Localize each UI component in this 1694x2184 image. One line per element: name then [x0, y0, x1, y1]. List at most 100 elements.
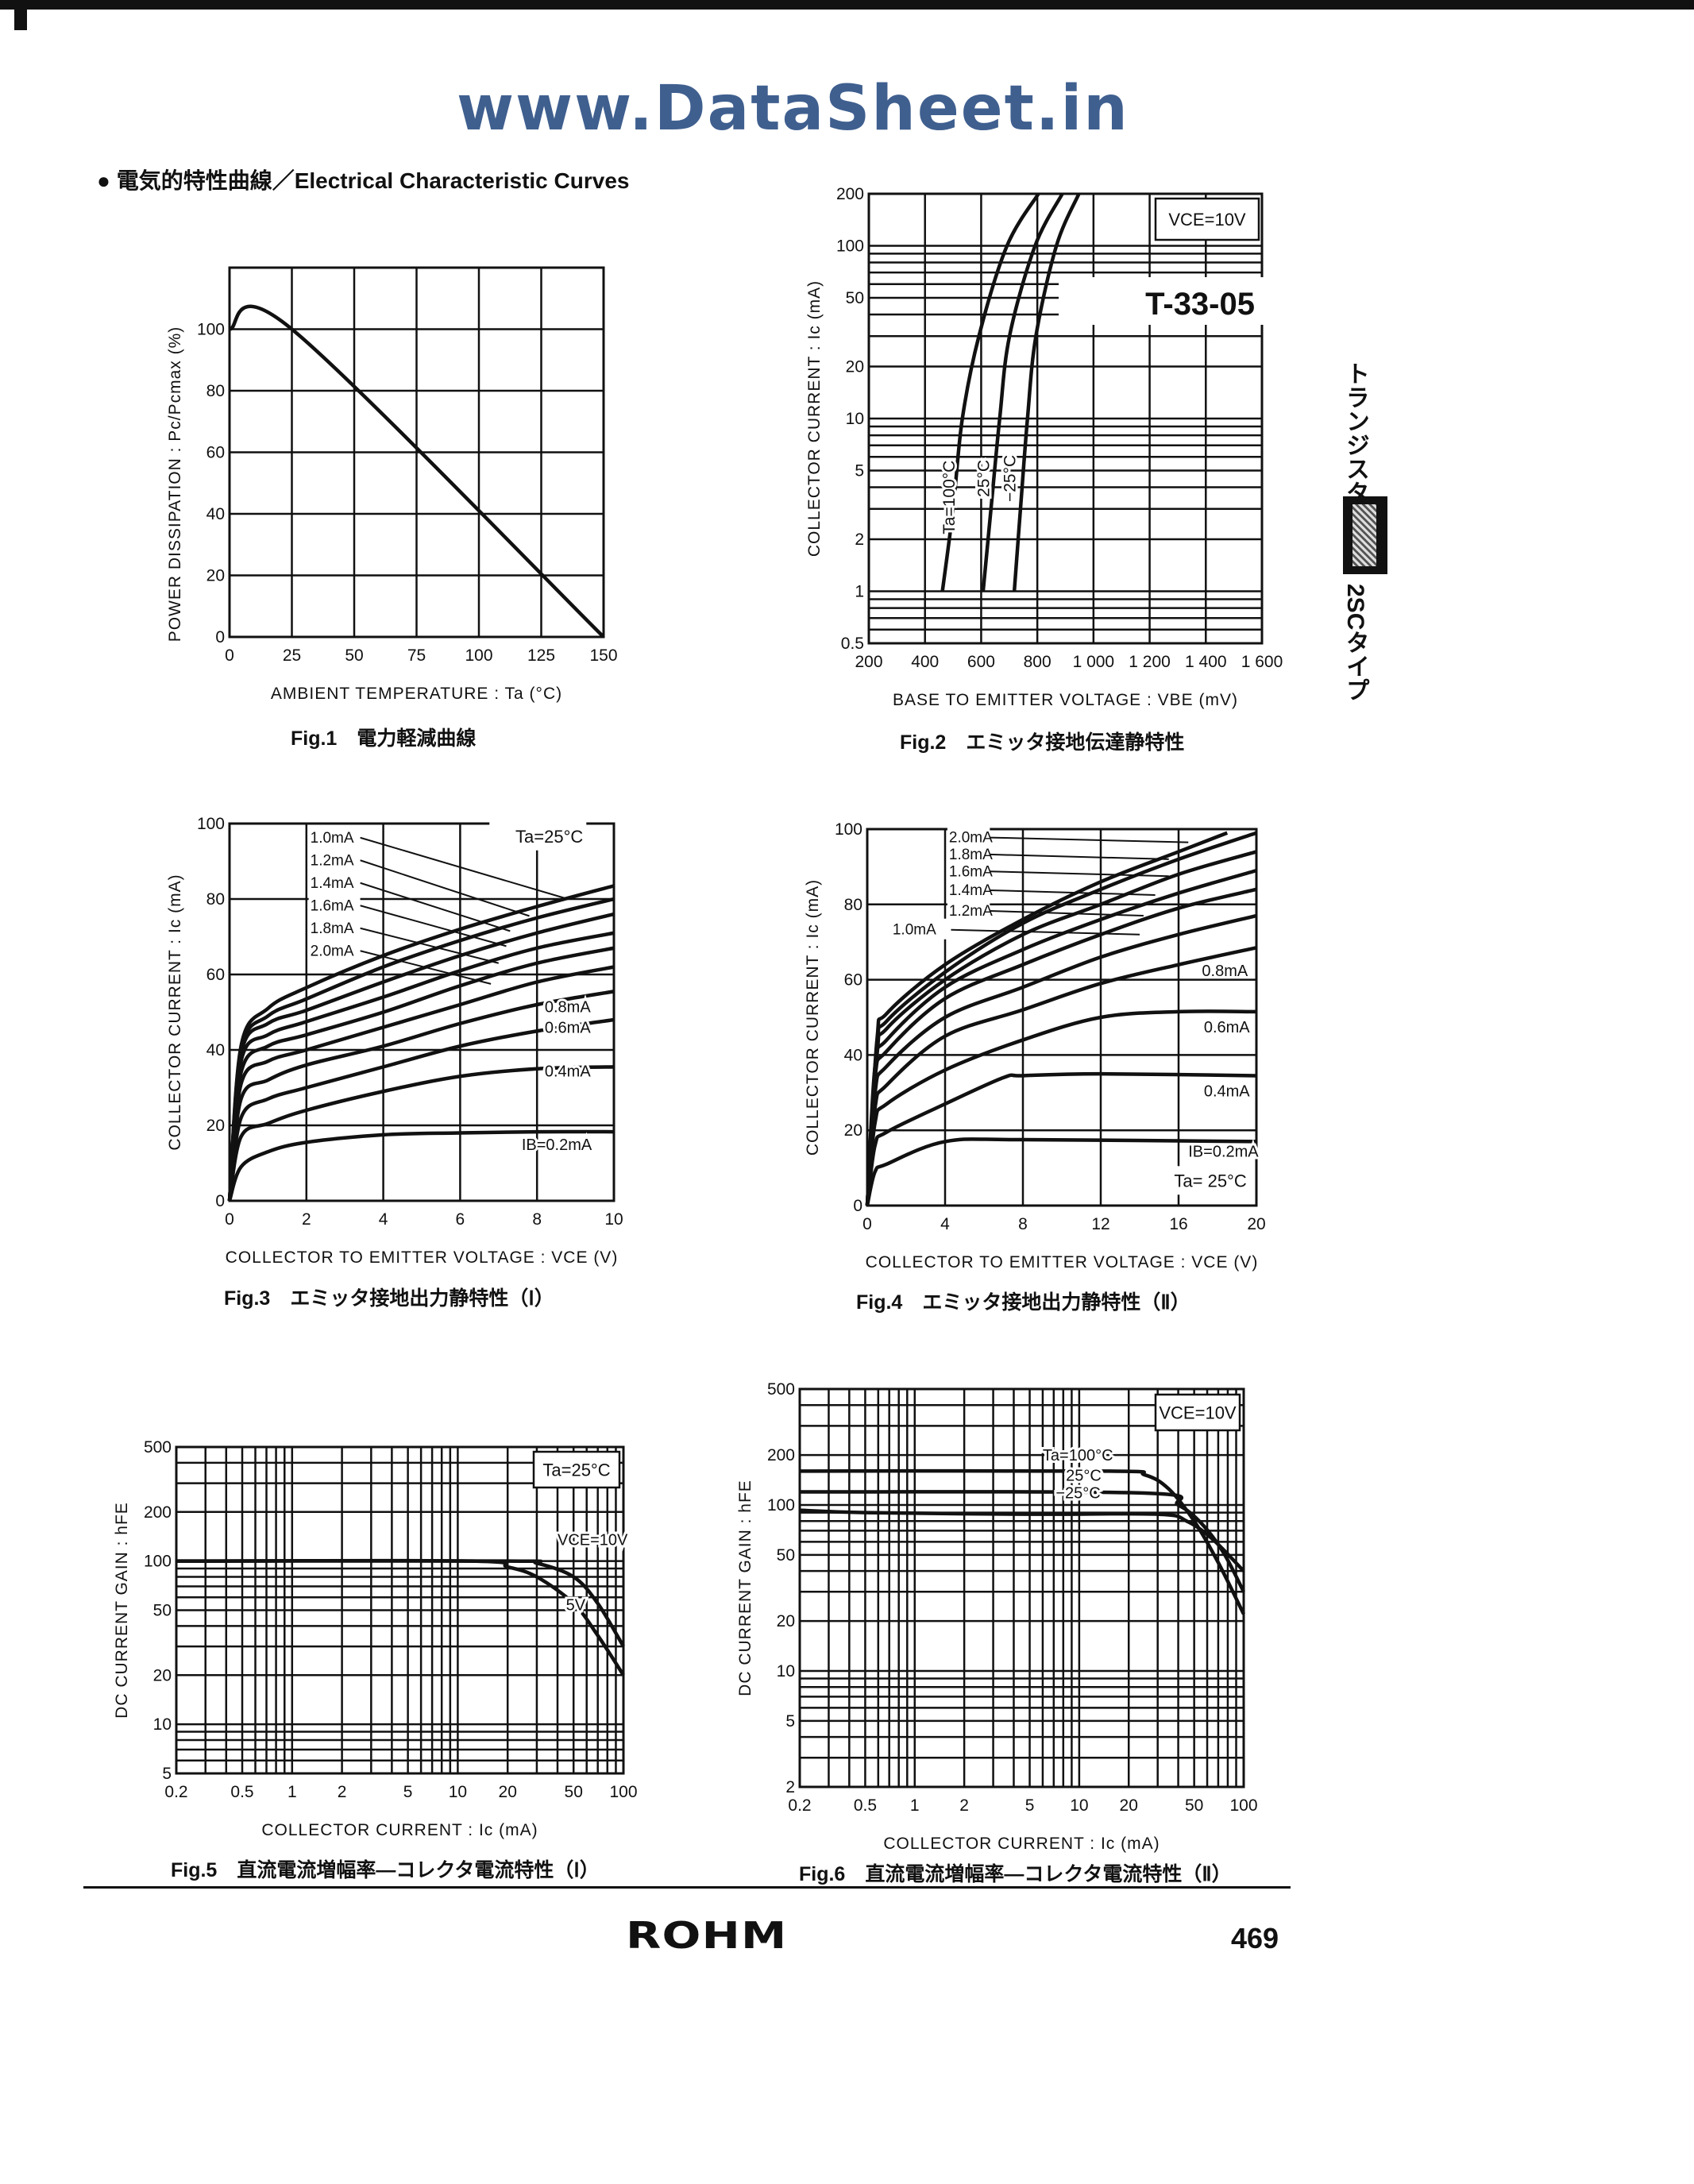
- series-label: 25°C: [1066, 1468, 1102, 1485]
- y-tick-label: 100: [767, 1496, 795, 1515]
- y-tick-label: 500: [767, 1380, 795, 1399]
- series-label: 1.0mA: [311, 830, 354, 847]
- series-curve-0.4mA: [227, 1065, 615, 1202]
- series-label: 0.4mA: [545, 1063, 591, 1080]
- series-label: 1.6mA: [949, 863, 993, 880]
- leader-line: [990, 870, 1169, 878]
- y-tick-label: 60: [206, 966, 225, 984]
- y-axis-label: POWER DISSIPATION : Pc/Pcmax (%): [166, 326, 184, 642]
- label-bg: [308, 894, 361, 916]
- series-label: −25°C: [1001, 455, 1020, 502]
- leader-line: [360, 950, 492, 985]
- leader-line: [990, 836, 1189, 843]
- x-tick-label: 4: [379, 1210, 388, 1229]
- series-curve-Ta-100-C: [799, 1468, 1246, 1615]
- x-tick-label: 1 200: [1129, 653, 1171, 671]
- label-bg: [947, 826, 990, 847]
- plot-frame: [867, 192, 1264, 645]
- plot-frame: [866, 828, 1258, 1207]
- label-bg: [308, 940, 361, 961]
- section-title: ● 電気的特性曲線／Electrical Characteristic Curv…: [97, 168, 630, 193]
- side-index-tab: [1343, 496, 1387, 574]
- condition-label: Ta= 25°C: [1174, 1171, 1246, 1190]
- series-curve-1.2mA: [227, 946, 615, 1202]
- x-tick-label: 20: [1120, 1796, 1138, 1815]
- x-tick-label: 75: [407, 646, 426, 665]
- scan-corner-mark: [14, 10, 27, 30]
- y-tick-label: 0: [853, 1197, 862, 1215]
- series-label: Ta=100°C: [940, 461, 959, 534]
- stamp-background: [1059, 277, 1265, 325]
- x-tick-label: 12: [1091, 1215, 1109, 1233]
- y-tick-label: 100: [197, 815, 225, 833]
- series-curve-Ta-100-C: [940, 192, 1040, 592]
- y-tick-label: 200: [836, 185, 864, 203]
- series-label: 1.0mA: [893, 922, 936, 939]
- plot-frame: [175, 1445, 625, 1775]
- condition-box: [532, 1450, 621, 1489]
- condition-box: [1154, 1393, 1241, 1432]
- leader-line: [360, 927, 500, 964]
- x-tick-label: 4: [940, 1215, 950, 1233]
- x-tick-label: 125: [527, 646, 555, 665]
- y-axis-label: COLLECTOR CURRENT : Ic (mA): [166, 874, 184, 1150]
- label-bg: [308, 871, 361, 893]
- fig5-caption: Fig.5 直流電流増幅率—コレクタ電流特性（Ⅰ）: [171, 1859, 600, 1881]
- series-label: Ta=100°C: [1043, 1447, 1113, 1464]
- series-curve-1.0mA: [227, 965, 615, 1202]
- x-tick-label: 1: [287, 1783, 297, 1801]
- rohm-logo: ROHM: [626, 1914, 788, 1957]
- leader-line: [990, 889, 1156, 896]
- fig4-caption: Fig.4 エミッタ接地出力静特性（Ⅱ）: [856, 1291, 1190, 1314]
- x-tick-label: 0.5: [854, 1796, 877, 1815]
- y-tick-label: 80: [206, 382, 225, 400]
- x-tick-label: 20: [1247, 1215, 1265, 1233]
- series-label: 25°C: [974, 460, 993, 497]
- y-tick-label: 40: [206, 1041, 225, 1059]
- x-axis-label: COLLECTOR TO EMITTER VOLTAGE : VCE (V): [226, 1248, 619, 1267]
- y-tick-label: 100: [835, 820, 862, 839]
- fig2-caption: Fig.2 エミッタ接地伝達静特性: [900, 731, 1185, 754]
- y-tick-label: 60: [206, 444, 225, 462]
- y-tick-label: 1: [855, 583, 864, 601]
- reference-stamp: T-33-05: [1145, 287, 1255, 322]
- x-tick-label: 20: [499, 1783, 517, 1801]
- x-tick-label: 0.2: [164, 1783, 187, 1801]
- chart-fig1: 0 25 50 75 100 125 150 0 20 40 60 80 100 AMBIENT TEMP…: [166, 266, 618, 703]
- x-tick-label: 150: [589, 646, 617, 665]
- x-tick-label: 8: [1018, 1215, 1028, 1233]
- y-tick-label: 0: [215, 628, 225, 646]
- site-watermark[interactable]: www.DataSheet.in: [457, 73, 1129, 145]
- x-tick-label: 100: [609, 1783, 637, 1801]
- series-label: 1.8mA: [949, 847, 993, 863]
- x-tick-label: 8: [532, 1210, 542, 1229]
- x-axis-label: AMBIENT TEMPERATURE : Ta (°C): [271, 685, 562, 703]
- y-tick-label: 10: [777, 1662, 795, 1680]
- x-tick-label: 0.5: [230, 1783, 253, 1801]
- x-tick-label: 10: [449, 1783, 467, 1801]
- chart-fig5: 0.2 0.5 1 2 5 10 20 50 100 5 10 20 50 100 200 500 COLLEC…: [113, 1438, 638, 1839]
- x-tick-label: 0: [862, 1215, 872, 1233]
- series-curve-IB-0.2mA: [227, 1129, 615, 1202]
- series-label: 1.4mA: [949, 882, 993, 899]
- y-tick-label: 20: [206, 1117, 225, 1135]
- y-tick-label: 20: [777, 1612, 795, 1630]
- y-tick-label: 20: [153, 1666, 172, 1684]
- leader-line: [360, 882, 511, 932]
- label-bg: [947, 900, 990, 921]
- x-tick-label: 1 600: [1241, 653, 1283, 671]
- x-tick-label: 16: [1169, 1215, 1187, 1233]
- fig1-caption: Fig.1 電力軽減曲線: [291, 727, 477, 750]
- chart-fig4: 0 4 8 12 16 20 0 20 40 60 80 100 COLLECTOR TO EMITTE…: [804, 820, 1266, 1271]
- condition-label: Ta=25°C: [515, 827, 583, 847]
- x-tick-label: 50: [345, 646, 363, 665]
- condition-label: VCE=10V: [1159, 1403, 1237, 1423]
- y-tick-label: 100: [144, 1553, 172, 1571]
- scan-top-edge: [0, 0, 1694, 10]
- y-tick-label: 50: [777, 1546, 795, 1565]
- y-tick-label: 5: [785, 1712, 795, 1731]
- leader-line: [951, 928, 1140, 936]
- y-tick-label: 100: [836, 237, 864, 255]
